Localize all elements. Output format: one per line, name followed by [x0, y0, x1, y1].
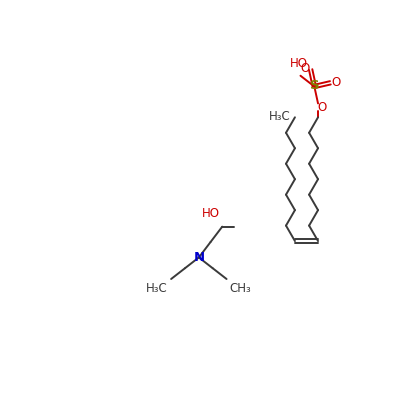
- Text: H₃C: H₃C: [146, 282, 168, 295]
- Text: O: O: [318, 101, 327, 114]
- Text: H₃C: H₃C: [268, 110, 290, 123]
- Text: O: O: [300, 62, 310, 75]
- Text: CH₃: CH₃: [230, 282, 251, 295]
- Text: S: S: [310, 79, 319, 92]
- Text: O: O: [331, 76, 340, 89]
- Text: HO: HO: [202, 207, 220, 220]
- Text: HO: HO: [290, 57, 308, 70]
- Text: N: N: [193, 251, 204, 264]
